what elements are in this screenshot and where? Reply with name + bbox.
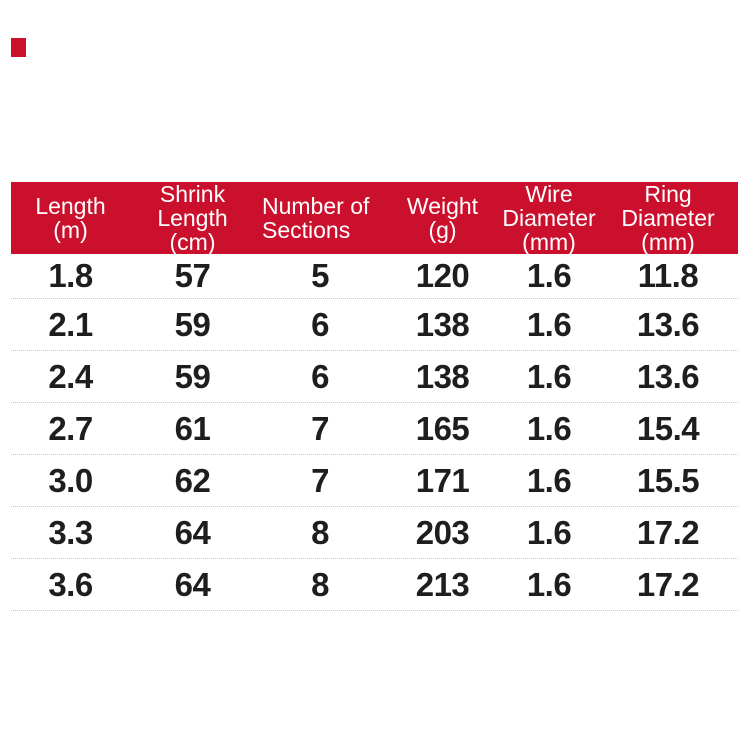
column-header-wire-diameter: Wire Diameter (mm) [500,182,598,254]
header-line: Sections [262,217,351,243]
cell-length: 2.1 [48,305,93,343]
cell-weight: 120 [415,257,470,294]
cell-ring-diameter: 15.5 [636,461,700,499]
header-line: (cm) [169,229,216,255]
table-row: 1.8 57 5 120 1.6 11.8 [11,254,738,299]
cell-wire-diameter: 1.6 [526,357,572,395]
header-line: Diameter [621,205,715,231]
table-row: 2.7 61 7 165 1.6 15.4 [11,403,738,455]
column-header-number-of-sections: Number of Sections [255,182,385,254]
column-header-ring-diameter: Ring Diameter (mm) [598,182,738,254]
table-row: 2.4 59 6 138 1.6 13.6 [11,351,738,403]
cell-shrink-length: 62 [174,461,211,499]
header-line: (mm) [641,229,695,255]
table-row: 3.6 64 8 213 1.6 17.2 [11,559,738,611]
header-line: Length [35,193,106,219]
column-header-weight: Weight (g) [385,182,500,254]
header-line: Number of [262,193,370,219]
cell-shrink-length: 59 [174,305,211,343]
cell-wire-diameter: 1.6 [526,513,572,551]
table-row: 2.1 59 6 138 1.6 13.6 [11,299,738,351]
cell-number-of-sections: 6 [311,357,329,395]
header-line: (g) [428,217,457,243]
header-line: Shrink [159,181,226,207]
cell-weight: 165 [415,409,470,447]
cell-ring-diameter: 15.4 [636,409,700,447]
header-line: Ring [644,181,692,207]
cell-weight: 138 [415,305,470,343]
cell-number-of-sections: 5 [311,257,329,294]
cell-number-of-sections: 7 [311,461,329,499]
cell-shrink-length: 59 [174,357,211,395]
table-row: 3.0 62 7 171 1.6 15.5 [11,455,738,507]
cell-shrink-length: 64 [174,513,211,551]
table-header-row: Length (m) Shrink Length (cm) Number of … [11,182,738,254]
cell-wire-diameter: 1.6 [526,461,572,499]
cell-ring-diameter: 17.2 [636,513,700,551]
header-line: Weight [406,193,479,219]
cell-number-of-sections: 7 [311,409,329,447]
cell-length: 1.8 [48,257,93,294]
header-line: (m) [53,217,88,243]
cell-length: 3.3 [48,513,93,551]
cell-ring-diameter: 13.6 [636,305,700,343]
cell-shrink-length: 64 [174,565,211,603]
table-row: 3.3 64 8 203 1.6 17.2 [11,507,738,559]
cell-number-of-sections: 8 [311,513,329,551]
spec-table: Length (m) Shrink Length (cm) Number of … [11,182,738,611]
cell-wire-diameter: 1.6 [526,565,572,603]
header-line: Diameter [502,205,596,231]
cell-number-of-sections: 6 [311,305,329,343]
header-line: Wire [525,181,573,207]
cell-shrink-length: 61 [174,409,211,447]
cell-weight: 213 [415,565,470,603]
cell-wire-diameter: 1.6 [526,409,572,447]
cell-ring-diameter: 13.6 [636,357,700,395]
cell-ring-diameter: 17.2 [636,565,700,603]
cell-weight: 203 [415,513,470,551]
cell-shrink-length: 57 [174,257,211,294]
cell-wire-diameter: 1.6 [526,257,572,294]
cell-number-of-sections: 8 [311,565,329,603]
header-line: Length [157,205,228,231]
table-body: 1.8 57 5 120 1.6 11.8 2.1 59 6 138 1.6 1… [11,254,738,611]
cell-ring-diameter: 11.8 [637,257,699,294]
column-header-shrink-length: Shrink Length (cm) [130,182,255,254]
column-header-length: Length (m) [11,182,130,254]
cell-weight: 171 [415,461,470,499]
cell-length: 2.4 [48,357,93,395]
cell-length: 3.6 [48,565,93,603]
red-corner-mark [11,38,26,57]
cell-wire-diameter: 1.6 [526,305,572,343]
cell-length: 3.0 [48,461,93,499]
header-line: (mm) [522,229,576,255]
cell-weight: 138 [415,357,470,395]
cell-length: 2.7 [48,409,93,447]
